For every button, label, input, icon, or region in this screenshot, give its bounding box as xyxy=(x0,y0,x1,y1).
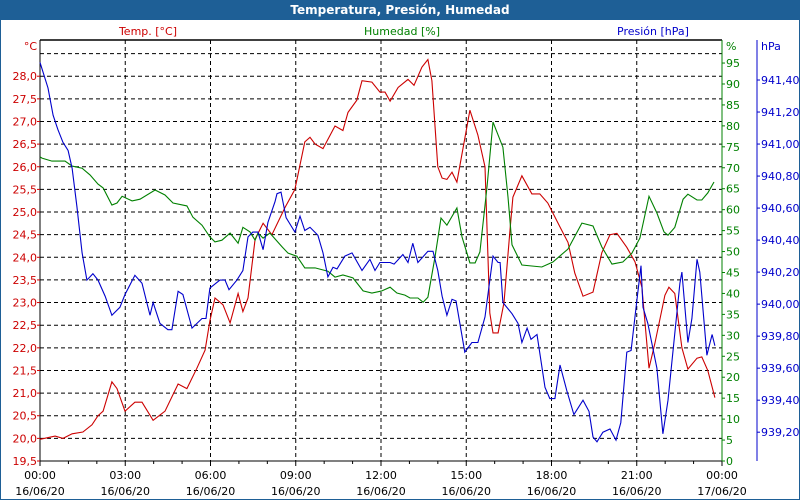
pressure-tick-label: 940,40 xyxy=(761,234,800,247)
x-tick-label-date: 16/06/20 xyxy=(271,485,320,498)
temp-tick-label: 19,5 xyxy=(13,455,38,468)
humidity-tick-label: 10 xyxy=(726,413,740,426)
temp-tick-label: 24,0 xyxy=(13,251,38,264)
humidity-tick-label: 40 xyxy=(726,287,740,300)
temp-tick-label: 24,5 xyxy=(13,229,38,242)
humidity-tick-label: 70 xyxy=(726,162,740,175)
temp-tick-label: 25,5 xyxy=(13,183,38,196)
temp-tick-label: 20,0 xyxy=(13,432,38,445)
humidity-tick-label: 85 xyxy=(726,99,740,112)
pressure-tick-label: 939,40 xyxy=(761,394,800,407)
temp-tick-label: 26,5 xyxy=(13,138,38,151)
humidity-tick-label: 20 xyxy=(726,371,740,384)
pressure-tick-label: 941,40 xyxy=(761,74,800,87)
temp-tick-label: 25,0 xyxy=(13,206,38,219)
humidity-tick-label: 75 xyxy=(726,141,740,154)
x-tick-label-date: 16/06/20 xyxy=(527,485,576,498)
temp-tick-label: 22,5 xyxy=(13,319,38,332)
x-tick-label-date: 16/06/20 xyxy=(356,485,405,498)
x-tick-label-time: 00:00 xyxy=(24,469,56,482)
humidity-tick-label: 60 xyxy=(726,204,740,217)
pressure-tick-label: 940,60 xyxy=(761,202,800,215)
series-legend-label: Temp. [°C] xyxy=(118,25,177,38)
humidity-tick-label: 5 xyxy=(726,434,733,447)
grid xyxy=(40,40,722,461)
chart-title: Temperatura, Presión, Humedad xyxy=(0,0,800,20)
temp-tick-label: 23,5 xyxy=(13,274,38,287)
temp-tick-label: 23,0 xyxy=(13,297,38,310)
temp-tick-label: 27,5 xyxy=(13,93,38,106)
pressure-tick-label: 941,00 xyxy=(761,138,800,151)
pressure-tick-label: 940,80 xyxy=(761,170,800,183)
x-tick-label-date: 16/06/20 xyxy=(186,485,235,498)
series-line-pres xyxy=(39,62,716,443)
humidity-tick-label: 55 xyxy=(726,225,740,238)
temp-tick-label: 28,0 xyxy=(13,70,38,83)
axes xyxy=(37,39,760,466)
humidity-tick-label: 65 xyxy=(726,183,740,196)
humidity-unit-label: % xyxy=(726,40,736,53)
humidity-tick-label: 0 xyxy=(726,455,733,468)
pressure-tick-label: 939,60 xyxy=(761,362,800,375)
humidity-tick-label: 15 xyxy=(726,392,740,405)
humidity-tick-label: 80 xyxy=(726,120,740,133)
x-tick-label-date: 16/06/20 xyxy=(15,485,64,498)
x-tick-label-date: 17/06/20 xyxy=(697,485,746,498)
x-tick-label-date: 16/06/20 xyxy=(612,485,661,498)
humidity-tick-label: 25 xyxy=(726,350,740,363)
x-tick-label-time: 03:00 xyxy=(109,469,141,482)
axis-labels: 00:00 16/06/20 03:00 16/06/20 06:00 16/06/20 0… xyxy=(13,25,800,498)
temp-tick-label: 21,0 xyxy=(13,387,38,400)
x-tick-label-date: 16/06/20 xyxy=(442,485,491,498)
series-legend-label: Humedad [%] xyxy=(364,25,440,38)
temp-tick-label: 26,0 xyxy=(13,161,38,174)
humidity-tick-label: 90 xyxy=(726,78,740,91)
x-tick-label-time: 18:00 xyxy=(536,469,568,482)
series-line-hum xyxy=(39,121,715,303)
temp-tick-label: 22,0 xyxy=(13,342,38,355)
pressure-tick-label: 939,20 xyxy=(761,426,800,439)
series-lines xyxy=(39,58,716,443)
humidity-tick-label: 50 xyxy=(726,246,740,259)
pressure-tick-label: 940,20 xyxy=(761,266,800,279)
pressure-unit-label: hPa xyxy=(761,40,781,53)
temp-tick-label: 21,5 xyxy=(13,364,38,377)
temp-tick-label: 20,5 xyxy=(13,410,38,423)
x-tick-label-time: 06:00 xyxy=(195,469,227,482)
series-line-temp xyxy=(39,58,716,440)
x-tick-label-time: 09:00 xyxy=(280,469,312,482)
humidity-tick-label: 30 xyxy=(726,329,740,342)
humidity-tick-label: 45 xyxy=(726,266,740,279)
series-legend-label: Presión [hPa] xyxy=(617,25,689,38)
temp-unit-label: °C xyxy=(24,40,38,53)
humidity-tick-label: 95 xyxy=(726,57,740,70)
x-tick-label-time: 21:00 xyxy=(621,469,653,482)
pressure-tick-label: 941,20 xyxy=(761,106,800,119)
x-tick-label-time: 15:00 xyxy=(450,469,482,482)
x-tick-label-time: 00:00 xyxy=(706,469,738,482)
x-tick-label-date: 16/06/20 xyxy=(101,485,150,498)
humidity-tick-label: 35 xyxy=(726,308,740,321)
temp-tick-label: 27,0 xyxy=(13,115,38,128)
pressure-tick-label: 939,80 xyxy=(761,330,800,343)
pressure-tick-label: 940,00 xyxy=(761,298,800,311)
x-tick-label-time: 12:00 xyxy=(365,469,397,482)
